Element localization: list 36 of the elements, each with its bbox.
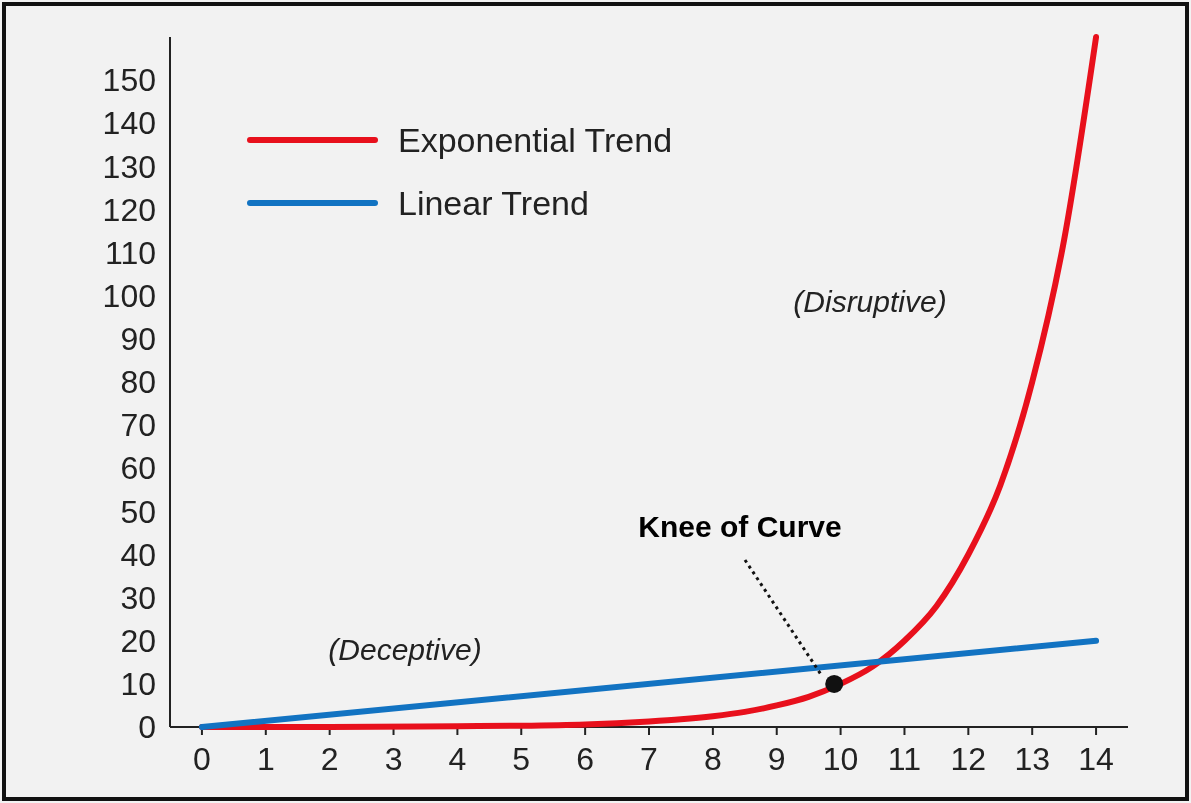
legend-label: Linear Trend <box>398 183 589 222</box>
legend-label: Exponential Trend <box>398 120 673 159</box>
x-tick-label: 6 <box>576 741 595 777</box>
y-tick-label: 140 <box>102 105 156 142</box>
y-tick-label: 50 <box>120 493 156 530</box>
x-tick-label: 12 <box>950 741 987 777</box>
y-tick-label: 10 <box>120 666 156 703</box>
y-tick-label: 130 <box>102 148 156 185</box>
x-tick-label: 10 <box>822 741 859 777</box>
x-tick-label: 11 <box>887 741 922 777</box>
x-tick-label: 7 <box>640 741 658 777</box>
x-tick-label: 14 <box>1078 741 1114 777</box>
x-tick-label: 2 <box>320 741 339 777</box>
y-tick-label: 70 <box>120 407 156 444</box>
x-tick-label: 5 <box>512 741 531 777</box>
y-tick-label: 100 <box>102 277 156 314</box>
annotation: (Deceptive) <box>328 633 482 666</box>
y-tick-label: 30 <box>120 579 156 616</box>
y-tick-label: 80 <box>120 364 156 401</box>
annotation: Knee of Curve <box>638 510 842 543</box>
y-tick-label: 60 <box>120 450 156 487</box>
x-tick-label: 13 <box>1014 741 1050 777</box>
x-tick-label: 4 <box>448 741 467 777</box>
y-tick-label: 120 <box>102 191 156 228</box>
x-tick-label: 1 <box>256 741 275 777</box>
x-tick-label: 9 <box>767 741 786 777</box>
y-tick-label: 150 <box>102 62 156 99</box>
x-tick-label: 0 <box>193 741 211 777</box>
x-tick-label: 8 <box>703 741 722 777</box>
y-tick-label: 110 <box>104 234 156 271</box>
y-tick-label: 20 <box>120 622 156 659</box>
x-tick-label: 3 <box>384 741 403 777</box>
y-tick-label: 90 <box>120 321 156 358</box>
y-tick-label: 0 <box>138 709 156 746</box>
annotation: (Disruptive) <box>793 285 947 318</box>
y-tick-label: 40 <box>120 536 156 573</box>
